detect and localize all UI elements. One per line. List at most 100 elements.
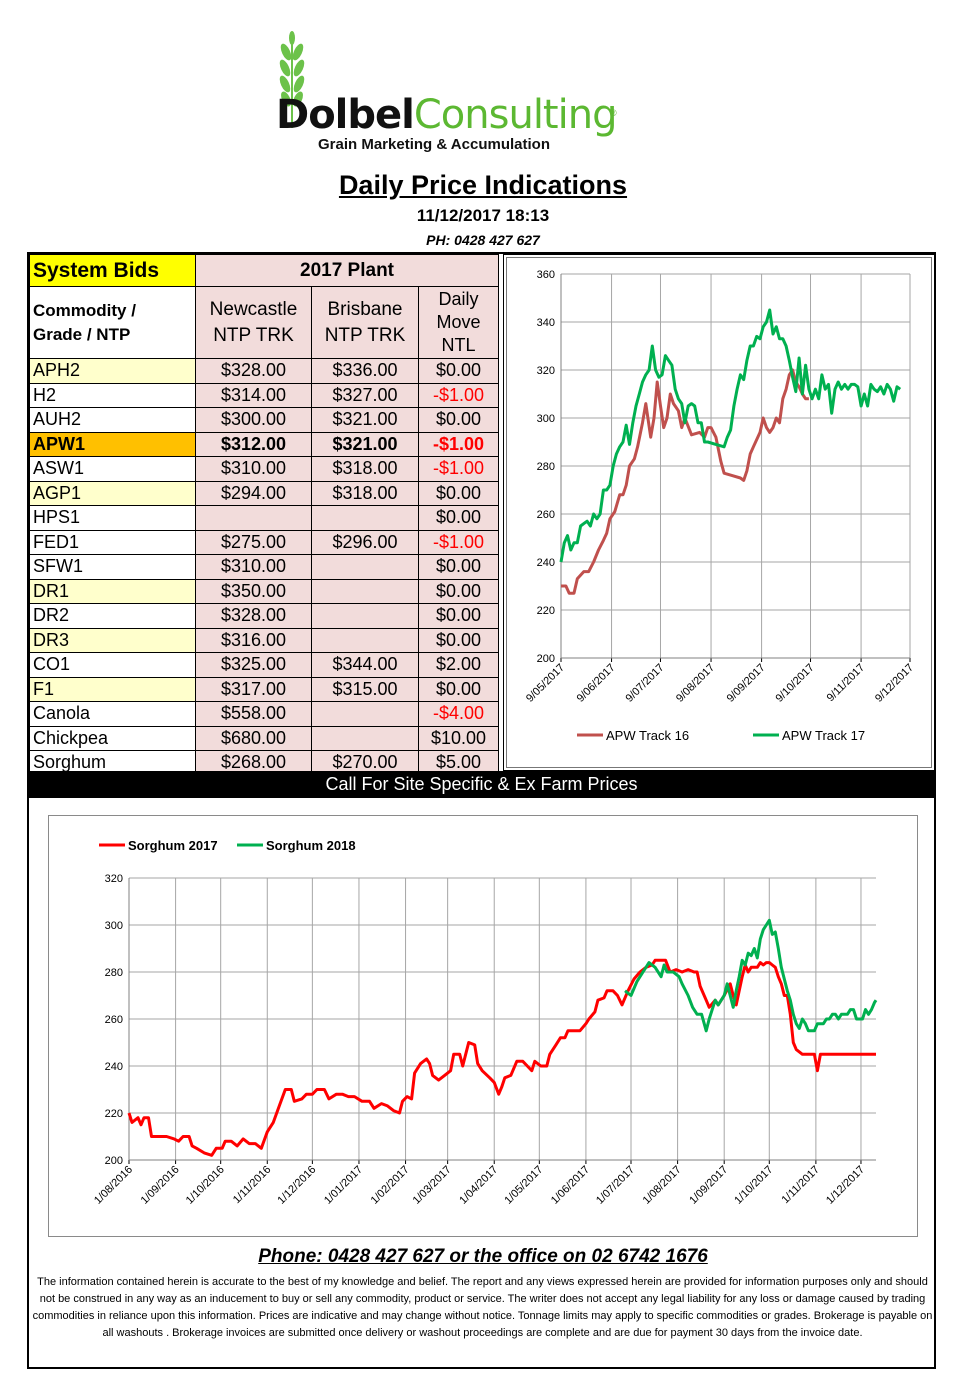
commodity-name-cell: HPS1 — [29, 505, 196, 531]
apw-chart-svg: 200 220 240 260 280 300 320 340 360 9/05/2017 9/06… — [524, 269, 916, 743]
x-tick-label: 1/11/2016 — [231, 1164, 274, 1207]
commodity-name-cell: ASW1 — [29, 456, 196, 482]
newcastle-price-cell: $680.00 — [195, 725, 312, 751]
commodity-name-cell: DR2 — [29, 603, 196, 629]
series-line-apw-track-16 — [561, 368, 809, 595]
plant-year-label: 2017 Plant — [195, 254, 499, 287]
newcastle-column-header: Newcastle NTP TRK — [195, 286, 312, 359]
commodity-name-cell: APW1 — [29, 431, 196, 457]
brisbane-price-cell — [311, 578, 419, 604]
daily-move-cell: $10.00 — [418, 725, 499, 751]
table-row: Canola $558.00 -$4.00 — [29, 701, 499, 727]
daily-move-cell: -$1.00 — [418, 431, 499, 457]
daily-move-cell: -$4.00 — [418, 701, 499, 727]
y-tick-label: 280 — [537, 461, 555, 473]
legend-label: Sorghum 2018 — [266, 838, 356, 853]
newcastle-price-cell: $325.00 — [195, 652, 312, 678]
newcastle-price-cell — [195, 505, 312, 531]
x-tick-label: 9/09/2017 — [725, 662, 768, 705]
x-tick-label: 1/09/2016 — [139, 1164, 182, 1207]
table-row: Chickpea $680.00 $10.00 — [29, 725, 499, 751]
x-tick-label: 1/04/2017 — [457, 1164, 500, 1207]
logo-registered-mark: ® — [610, 108, 617, 118]
footer-phone-line: Phone: 0428 427 627 or the office on 02 … — [258, 1246, 708, 1267]
brisbane-price-cell: $344.00 — [311, 652, 419, 678]
daily-move-cell: $0.00 — [418, 578, 499, 604]
company-logo: DolbelConsulting ® Grain Marketing & Acc… — [270, 30, 630, 160]
commodity-name-cell: DR3 — [29, 627, 196, 653]
brisbane-price-cell — [311, 725, 419, 751]
x-tick-label: 1/09/2017 — [687, 1164, 730, 1207]
page-title-text: Daily Price Indications — [338, 170, 628, 200]
x-tick-label: 1/02/2017 — [369, 1164, 412, 1207]
table-row: F1 $317.00 $315.00 $0.00 — [29, 676, 499, 702]
daily-move-cell: $0.00 — [418, 407, 499, 433]
logo-wordmark: DolbelConsulting — [276, 92, 618, 138]
commodity-name-cell: SFW1 — [29, 554, 196, 580]
brisbane-price-cell — [311, 603, 419, 629]
newcastle-price-cell: $310.00 — [195, 554, 312, 580]
x-tick-label: 1/07/2017 — [594, 1164, 637, 1207]
commodity-name-cell: AUH2 — [29, 407, 196, 433]
x-tick-label: 1/12/2016 — [275, 1164, 318, 1207]
brisbane-price-cell: $318.00 — [311, 480, 419, 506]
y-tick-label: 300 — [105, 920, 123, 932]
brisbane-price-cell: $315.00 — [311, 676, 419, 702]
daily-move-cell: $0.00 — [418, 480, 499, 506]
daily-move-cell: -$1.00 — [418, 529, 499, 555]
y-tick-label: 260 — [537, 509, 555, 521]
commodity-name-cell: Chickpea — [29, 725, 196, 751]
wheat-icon — [279, 31, 305, 128]
newcastle-header-sub: NTP TRK — [213, 324, 294, 346]
brisbane-price-cell: $321.00 — [311, 407, 419, 433]
y-tick-label: 260 — [105, 1014, 123, 1026]
brisbane-header-sub: NTP TRK — [324, 324, 406, 346]
brisbane-price-cell — [311, 554, 419, 580]
table-row: AGP1 $294.00 $318.00 $0.00 — [29, 480, 499, 506]
table-row: AUH2 $300.00 $321.00 $0.00 — [29, 407, 499, 433]
newcastle-price-cell: $275.00 — [195, 529, 312, 555]
y-tick-label: 220 — [105, 1108, 123, 1120]
call-for-prices-bar: Call For Site Specific & Ex Farm Prices — [29, 771, 934, 798]
x-tick-label: 1/10/2016 — [184, 1164, 227, 1207]
brisbane-price-cell: $321.00 — [311, 431, 419, 457]
commodity-name-cell: AGP1 — [29, 480, 196, 506]
commodity-name-cell: APH2 — [29, 358, 196, 384]
x-tick-label: 9/08/2017 — [674, 662, 717, 705]
apw-chart-area: 200 220 240 260 280 300 320 340 360 9/05/2017 9/06… — [506, 257, 932, 768]
newcastle-price-cell: $300.00 — [195, 407, 312, 433]
daily-move-cell: $2.00 — [418, 652, 499, 678]
daily-move-cell: $0.00 — [418, 358, 499, 384]
x-tick-label: 1/03/2017 — [411, 1164, 454, 1207]
footer-contact: Phone: 0428 427 627 or the office on 02 … — [0, 1246, 966, 1268]
table-header-row: System Bids 2017 Plant — [29, 254, 499, 287]
newcastle-price-cell: $558.00 — [195, 701, 312, 727]
y-tick-label: 320 — [105, 873, 123, 885]
commodity-name-cell: FED1 — [29, 529, 196, 555]
daily-move-cell: $0.00 — [418, 627, 499, 653]
logo-brand-light: Consulting — [413, 92, 618, 138]
y-tick-label: 360 — [537, 269, 555, 281]
y-tick-label: 200 — [105, 1155, 123, 1167]
brisbane-price-cell: $318.00 — [311, 456, 419, 482]
table-row: CO1 $325.00 $344.00 $2.00 — [29, 652, 499, 678]
x-tick-label: 1/08/2017 — [641, 1164, 684, 1207]
x-tick-label: 9/11/2017 — [825, 662, 868, 705]
newcastle-price-cell: $294.00 — [195, 480, 312, 506]
daily-move-cell: $0.00 — [418, 505, 499, 531]
commodity-name-cell: H2 — [29, 382, 196, 408]
x-tick-label: 9/07/2017 — [624, 662, 667, 705]
series-line-sorghum-2018 — [624, 918, 878, 1033]
x-tick-label: 1/08/2016 — [92, 1164, 135, 1207]
y-tick-label: 340 — [537, 317, 555, 329]
legend-label: Sorghum 2017 — [128, 838, 218, 853]
newcastle-price-cell: $317.00 — [195, 676, 312, 702]
system-bids-label: System Bids — [29, 254, 196, 287]
y-tick-label: 240 — [537, 557, 555, 569]
x-tick-label: 1/01/2017 — [322, 1164, 365, 1207]
table-row: APH2 $328.00 $336.00 $0.00 — [29, 358, 499, 384]
y-tick-label: 280 — [105, 967, 123, 979]
daily-move-column-header: Daily Move NTL — [418, 286, 499, 359]
daily-move-cell: $0.00 — [418, 603, 499, 629]
